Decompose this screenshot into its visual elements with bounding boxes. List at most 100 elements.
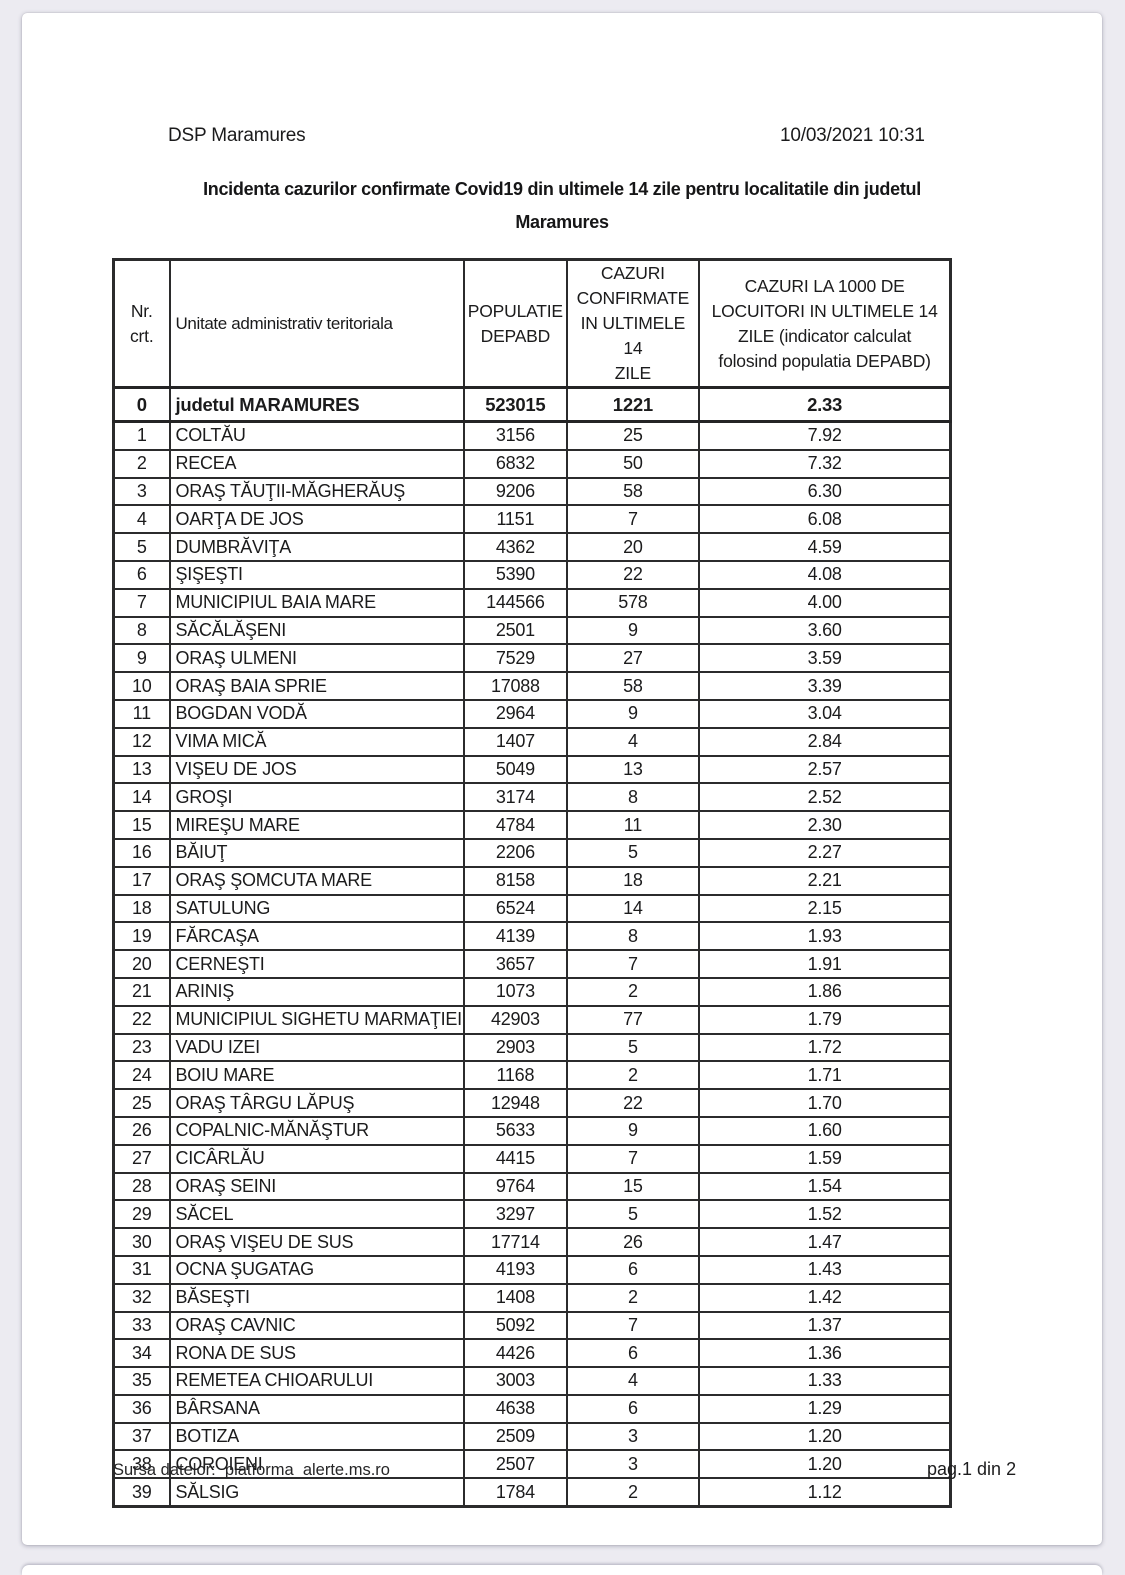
cell-name: ORAŞ ŞOMCUTA MARE	[168, 865, 465, 896]
cell-cazuri: 578	[565, 587, 700, 618]
cell-cazuri: 2	[565, 1060, 700, 1091]
cell-name: VADU IZEI	[168, 1032, 465, 1063]
cell-incidenta: 3.39	[697, 671, 953, 701]
table-row: 27 CICÂRLĂU 4415 7 1.59	[112, 1143, 953, 1174]
cell-name: OARŢA DE JOS	[168, 504, 465, 535]
cell-name: CICÂRLĂU	[168, 1143, 465, 1174]
cell-populatie: 523015	[462, 386, 568, 423]
cell-cazuri: 4	[565, 1366, 700, 1396]
cell-populatie: 1408	[462, 1282, 568, 1313]
cell-nr: 8	[112, 615, 171, 646]
cell-incidenta: 1.52	[697, 1199, 953, 1230]
cell-nr: 17	[112, 865, 171, 896]
cell-name: SĂCEL	[168, 1199, 465, 1230]
document-title: Incidenta cazurilor confirmate Covid19 d…	[203, 179, 921, 232]
cell-cazuri: 18	[565, 865, 700, 896]
cell-name: COROIENI	[168, 1449, 465, 1480]
cell-populatie: 3657	[462, 949, 568, 979]
cell-nr: 36	[112, 1393, 171, 1424]
table-row: 16 BĂIUŢ 2206 5 2.27	[112, 837, 953, 868]
cell-nr: 12	[112, 726, 171, 757]
cell-incidenta: 1.91	[697, 949, 953, 979]
cell-nr: 38	[112, 1449, 171, 1480]
document-footer-page-number: pag.1 din 2	[927, 1459, 1017, 1479]
table-row: 25 ORAŞ TÂRGU LĂPUŞ 12948 22 1.70	[112, 1088, 953, 1118]
cell-incidenta: 2.27	[697, 837, 953, 868]
cell-nr: 34	[112, 1338, 171, 1369]
cell-name: judetul MARAMURES	[168, 386, 465, 423]
table-header-row: Nr. crt. Unitate administrativ teritoria…	[112, 258, 953, 389]
cell-populatie: 6524	[462, 893, 568, 924]
column-header-incidenta: CAZURI LA 1000 DE LOCUITORI IN ULTIMELE …	[697, 258, 953, 389]
cell-name: ORAŞ SEINI	[168, 1171, 465, 1202]
table-row: 10 ORAŞ BAIA SPRIE 17088 58 3.39	[112, 671, 953, 701]
cell-incidenta: 2.15	[697, 893, 953, 924]
cell-cazuri: 2	[565, 976, 700, 1007]
cell-cazuri: 25	[565, 420, 700, 451]
cell-nr: 29	[112, 1199, 171, 1230]
cell-populatie: 9206	[462, 476, 568, 507]
cell-name: MIREŞU MARE	[168, 810, 465, 840]
table-row: 29 SĂCEL 3297 5 1.52	[112, 1199, 953, 1230]
cell-name: DUMBRĂVIŢA	[168, 532, 465, 562]
cell-name: OCNA ŞUGATAG	[168, 1254, 465, 1285]
table-row: 37 BOTIZA 2509 3 1.20	[112, 1421, 953, 1452]
cell-cazuri: 20	[565, 532, 700, 562]
cell-populatie: 4415	[462, 1143, 568, 1174]
table-row: 5 DUMBRĂVIŢA 4362 20 4.59	[112, 532, 953, 562]
cell-cazuri: 15	[565, 1171, 700, 1202]
cell-populatie: 5092	[462, 1310, 568, 1341]
cell-incidenta: 1.20	[697, 1421, 953, 1452]
cell-name: COLTĂU	[168, 420, 465, 451]
cell-name: COPALNIC-MĂNĂŞTUR	[168, 1115, 465, 1146]
table-row: 11 BOGDAN VODĂ 2964 9 3.04	[112, 698, 953, 729]
table-row: 20 CERNEŞTI 3657 7 1.91	[112, 949, 953, 979]
cell-cazuri: 6	[565, 1393, 700, 1424]
table-row: 18 SATULUNG 6524 14 2.15	[112, 893, 953, 924]
table-row: 19 FĂRCAŞA 4139 8 1.93	[112, 921, 953, 952]
cell-incidenta: 6.08	[697, 504, 953, 535]
cell-name: SĂLSIG	[168, 1477, 465, 1509]
table-row: 24 BOIU MARE 1168 2 1.71	[112, 1060, 953, 1091]
cell-name: RONA DE SUS	[168, 1338, 465, 1369]
cell-incidenta: 3.60	[697, 615, 953, 646]
cell-populatie: 4784	[462, 810, 568, 840]
cell-nr: 13	[112, 754, 171, 785]
cell-incidenta: 2.21	[697, 865, 953, 896]
cell-incidenta: 1.86	[697, 976, 953, 1007]
cell-incidenta: 3.59	[697, 643, 953, 674]
cell-cazuri: 13	[565, 754, 700, 785]
cell-populatie: 1407	[462, 726, 568, 757]
cell-nr: 27	[112, 1143, 171, 1174]
cell-name: ORAŞ TÂRGU LĂPUŞ	[168, 1088, 465, 1118]
cell-cazuri: 9	[565, 615, 700, 646]
cell-incidenta: 1.42	[697, 1282, 953, 1313]
county-total-row: 0 judetul MARAMURES 523015 1221 2.33	[112, 386, 953, 423]
cell-incidenta: 2.84	[697, 726, 953, 757]
cell-populatie: 9764	[462, 1171, 568, 1202]
cell-name: ŞIŞEŞTI	[168, 559, 465, 590]
cell-name: ORAŞ VIŞEU DE SUS	[168, 1227, 465, 1257]
cell-incidenta: 4.00	[697, 587, 953, 618]
table-row: 28 ORAŞ SEINI 9764 15 1.54	[112, 1171, 953, 1202]
table-row: 34 RONA DE SUS 4426 6 1.36	[112, 1338, 953, 1369]
cell-nr: 16	[112, 837, 171, 868]
column-header-nr-crt: Nr. crt.	[112, 258, 171, 389]
document-header-left: DSP Maramures	[168, 125, 306, 146]
cell-nr: 2	[112, 448, 171, 479]
cell-nr: 6	[112, 559, 171, 590]
table-row: 21 ARINIŞ 1073 2 1.86	[112, 976, 953, 1007]
cell-nr: 39	[112, 1477, 171, 1509]
cell-cazuri: 5	[565, 1199, 700, 1230]
table-row: 15 MIREŞU MARE 4784 11 2.30	[112, 810, 953, 840]
cell-populatie: 2964	[462, 698, 568, 729]
cell-nr: 22	[112, 1004, 171, 1035]
incidence-table-wrap: Nr. crt. Unitate administrativ teritoria…	[112, 258, 953, 1509]
table-row: 26 COPALNIC-MĂNĂŞTUR 5633 9 1.60	[112, 1115, 953, 1146]
cell-cazuri: 50	[565, 448, 700, 479]
cell-nr: 10	[112, 671, 171, 701]
table-row: 14 GROŞI 3174 8 2.52	[112, 782, 953, 813]
cell-nr: 23	[112, 1032, 171, 1063]
cell-incidenta: 1.72	[697, 1032, 953, 1063]
